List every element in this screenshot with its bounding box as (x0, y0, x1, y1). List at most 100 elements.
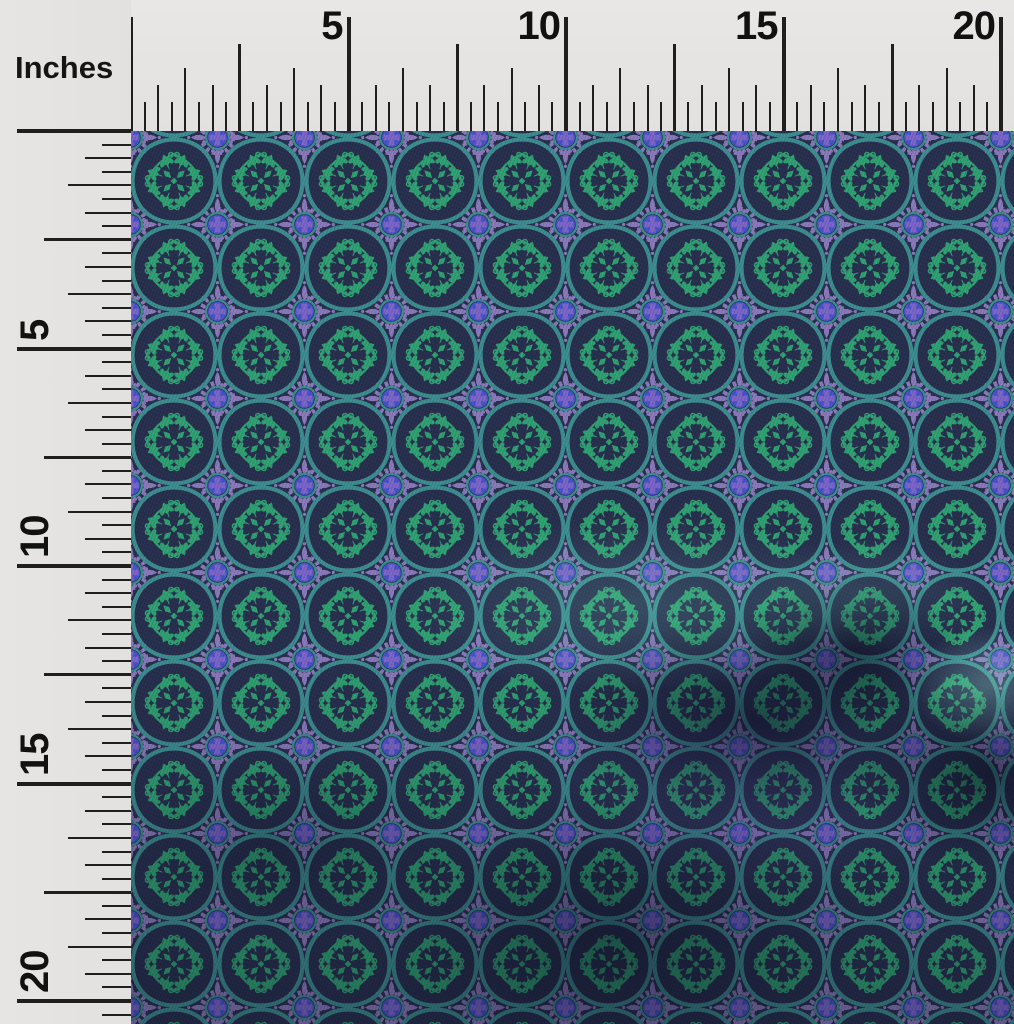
ruler-left-tick (102, 741, 131, 744)
ruler-left-tick (44, 673, 131, 677)
ruler-left-tick (102, 415, 131, 418)
ruler-left-tick (68, 945, 131, 948)
ruler-left-tick (68, 401, 131, 404)
ruler-top-tick (442, 102, 445, 131)
ruler-left-tick (102, 442, 131, 445)
ruler-top-tick (687, 102, 690, 131)
ruler-left-tick (17, 564, 131, 568)
ruler-top-tick (293, 68, 296, 131)
ruler-left-tick (102, 605, 131, 608)
ruler-top-tick (333, 102, 336, 131)
ruler-top-tick (346, 17, 351, 131)
ruler-left-tick (85, 483, 131, 486)
ruler-left-tick (102, 170, 131, 173)
ruler-top-tick (306, 102, 309, 131)
ruler-top-tick (537, 85, 540, 131)
ruler-left-tick (68, 619, 131, 622)
ruler-left-tick (102, 143, 131, 146)
ruler-top-tick (198, 102, 200, 131)
ruler-top-tick (741, 102, 744, 131)
ruler-left-tick (102, 986, 131, 989)
ruler-left-tick (85, 646, 131, 649)
ruler-top-tick (755, 85, 758, 131)
ruler-top-tick (455, 44, 459, 131)
ruler-top-tick (836, 68, 839, 131)
fabric-swatch (131, 131, 1014, 1024)
ruler-left-tick (68, 728, 131, 731)
ruler-left-tick (85, 864, 131, 867)
ruler-top-tick (429, 85, 432, 131)
ruler-top: 5 10 15 20 (0, 0, 1014, 131)
ruler-top-tick (564, 17, 568, 131)
ruler-top-tick (633, 102, 635, 131)
ruler-top-label-15: 15 (735, 4, 779, 48)
ruler-top-tick (415, 102, 418, 131)
ruler-left-tick (102, 768, 131, 771)
ruler-left-label-10: 10 (13, 515, 57, 559)
ruler-top-tick (646, 85, 649, 131)
ruler-top-tick (959, 102, 962, 131)
ruler-top-tick (252, 102, 255, 131)
ruler-top-tick (619, 68, 622, 131)
ruler-left-tick (102, 687, 131, 690)
ruler-left-tick (102, 714, 131, 717)
ruler-top-tick (320, 85, 323, 131)
ruler-left-tick (85, 755, 131, 758)
ruler-left-tick (44, 455, 131, 459)
ruler-top-tick (238, 44, 242, 131)
ruler-top-tick (211, 85, 214, 131)
ruler-top-tick (184, 68, 187, 131)
ruler-top-tick (483, 85, 486, 131)
ruler-top-tick (728, 68, 731, 131)
ruler-left-tick (17, 781, 131, 786)
ruler-top-tick (497, 102, 499, 131)
ruler-top-tick (781, 17, 786, 131)
ruler-left-label-5: 5 (13, 319, 57, 341)
ruler-left-tick (102, 198, 131, 200)
ruler-left-tick (102, 388, 131, 391)
ruler-left-tick (85, 429, 131, 432)
ruler-corner: Inches (0, 0, 131, 131)
ruler-top-label-5: 5 (321, 4, 343, 48)
ruler-top-tick (660, 102, 663, 131)
ruler-left-label-20: 20 (13, 950, 57, 994)
ruler-left-tick (102, 660, 131, 663)
ruler-top-tick (768, 102, 771, 131)
ruler-top-tick (986, 102, 989, 131)
ruler-left-tick (102, 932, 131, 934)
ruler-top-label-20: 20 (952, 4, 997, 48)
ruler-left-tick (85, 265, 131, 268)
ruler-left-tick (85, 700, 131, 703)
ruler-left-tick (68, 184, 131, 187)
ruler-left-tick (85, 157, 131, 160)
ruler-top-tick (401, 68, 404, 131)
ruler-top-tick (388, 102, 391, 131)
ruler-left-tick (17, 129, 131, 133)
ruler-top-tick (918, 85, 921, 131)
ruler-top-tick (225, 102, 228, 131)
ruler-left-tick (102, 469, 131, 472)
ruler-left-tick (102, 306, 131, 309)
ruler-left-tick (68, 510, 131, 513)
ruler-left-tick (102, 252, 131, 255)
ruler-top-tick (796, 102, 799, 131)
ruler-top-tick (673, 44, 677, 131)
ruler-left-tick (102, 225, 131, 228)
ruler-left-tick (85, 374, 131, 377)
ruler-top-tick (129, 17, 133, 131)
ruler-top-tick (877, 102, 880, 131)
ruler-top-tick (823, 102, 826, 131)
ruler-top-tick (999, 17, 1003, 131)
ruler-top-tick (890, 44, 894, 131)
ruler-left-tick (102, 361, 131, 364)
ruler-top-tick (945, 68, 948, 131)
ruler-left-tick (102, 850, 131, 853)
ruler-left-tick (102, 633, 131, 635)
ruler-left-tick (85, 592, 131, 595)
ruler-top-tick (904, 102, 907, 131)
ruler-left-tick (44, 890, 131, 894)
ruler-left-tick (85, 211, 131, 214)
ruler-left-tick (85, 918, 131, 921)
ruler-top-tick (592, 85, 595, 131)
